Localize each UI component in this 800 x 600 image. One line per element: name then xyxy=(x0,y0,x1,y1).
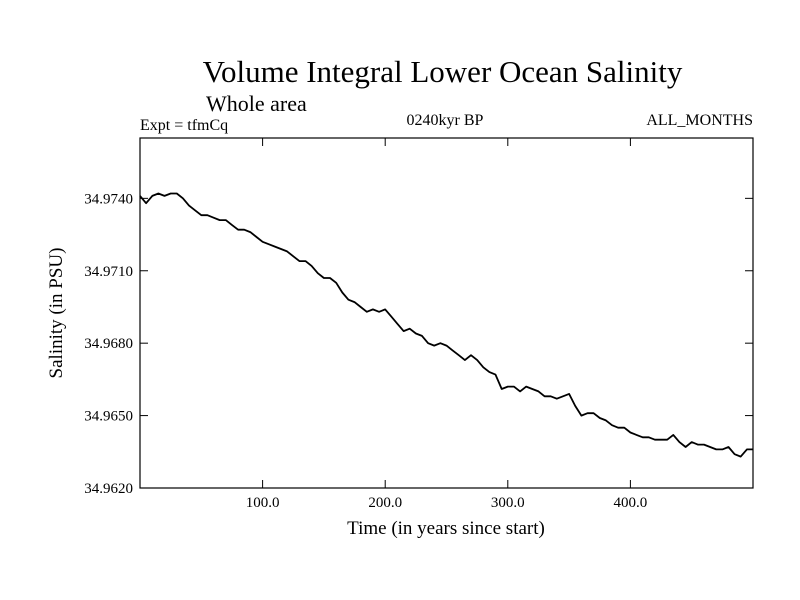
series-layer xyxy=(139,192,753,458)
y-tick-label: 34.9680 xyxy=(84,336,133,352)
chart-title: Volume Integral Lower Ocean Salinity xyxy=(202,54,683,89)
y-tick-label: 34.9650 xyxy=(84,409,133,425)
x-tick-label: 200.0 xyxy=(368,495,402,511)
x-tick-label: 400.0 xyxy=(614,495,648,511)
y-axis-label: Salinity (in PSU) xyxy=(46,248,67,379)
x-tick-label: 100.0 xyxy=(246,495,280,511)
plot-frame xyxy=(139,137,754,489)
tick-labels: 34.9620 34.9650 34.9680 34.9710 34.9740 100.0… xyxy=(84,191,647,511)
y-tick-label: 34.9710 xyxy=(84,264,133,280)
y-tick-label: 34.9740 xyxy=(84,191,133,207)
axis-ticks xyxy=(140,138,753,489)
chart-subtitle: Whole area xyxy=(206,91,307,116)
salinity-series-line xyxy=(139,192,753,458)
experiment-label: Expt = tfmCq xyxy=(140,117,229,134)
period-label: 0240kyr BP xyxy=(406,112,484,129)
months-label: ALL_MONTHS xyxy=(646,112,753,129)
x-tick-label: 300.0 xyxy=(491,495,525,511)
x-axis-label: Time (in years since start) xyxy=(347,518,545,539)
y-tick-label: 34.9620 xyxy=(84,481,133,497)
